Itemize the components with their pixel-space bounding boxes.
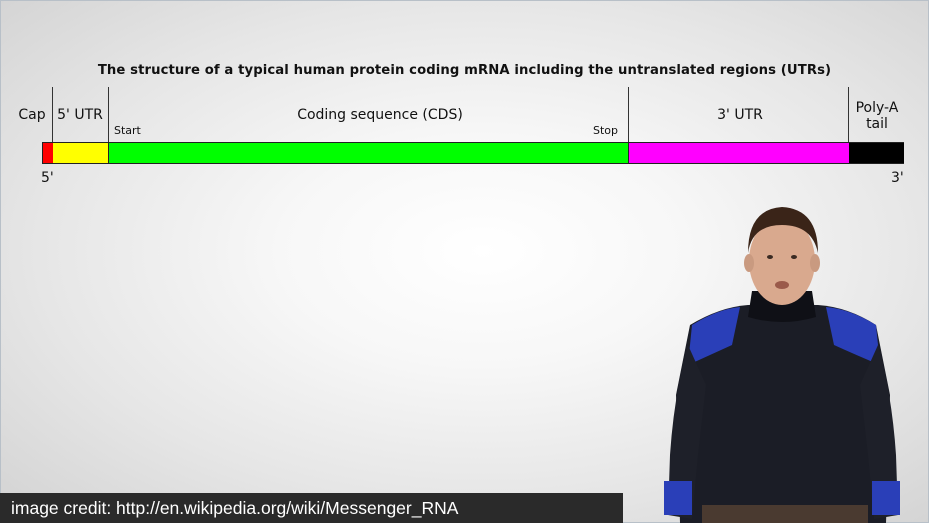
start-codon-label: Start <box>114 124 141 137</box>
cap-label: Cap <box>18 107 46 123</box>
utr5-segment <box>53 142 109 164</box>
cap-segment <box>42 142 53 164</box>
presenter-image <box>664 207 900 523</box>
cds-label: Coding sequence (CDS) <box>297 107 463 123</box>
divider-utr5-cds <box>108 87 109 142</box>
divider-utr3-polya <box>848 87 849 142</box>
three-prime-end-label: 3' <box>891 170 904 186</box>
image-credit-caption: image credit: http://en.wikipedia.org/wi… <box>0 493 623 523</box>
utr5-label: 5' UTR <box>57 107 103 123</box>
five-prime-end-label: 5' <box>41 170 54 186</box>
polya-label-line2: tail <box>866 116 888 132</box>
utr3-segment <box>629 142 849 164</box>
divider-cap-utr5 <box>52 87 53 142</box>
divider-cds-utr3 <box>628 87 629 142</box>
polya-segment <box>849 142 904 164</box>
stop-codon-label: Stop <box>593 124 619 137</box>
diagram-title: The structure of a typical human protein… <box>97 63 832 78</box>
utr3-label: 3' UTR <box>717 107 763 123</box>
polya-label-line1: Poly-A <box>855 100 899 116</box>
cds-segment <box>109 142 629 164</box>
